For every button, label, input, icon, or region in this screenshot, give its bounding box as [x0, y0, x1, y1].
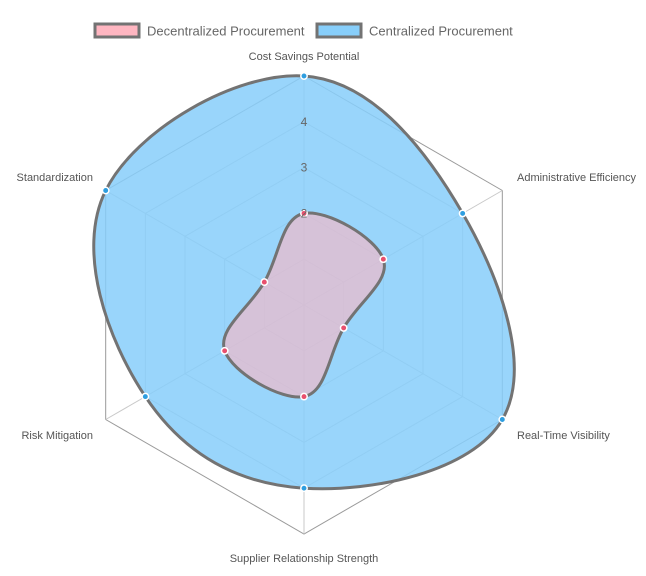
axis-label: Risk Mitigation — [21, 430, 93, 442]
data-point[interactable] — [141, 392, 150, 401]
data-point[interactable] — [300, 484, 308, 493]
data-point[interactable] — [458, 209, 467, 218]
legend-swatch — [93, 22, 141, 39]
series-1 — [220, 209, 388, 401]
axis-label: Cost Savings Potential — [249, 51, 360, 63]
data-point[interactable] — [379, 255, 388, 264]
axis-label: Standardization — [17, 172, 93, 184]
data-point[interactable] — [101, 186, 110, 195]
tick-label: 2 — [301, 206, 308, 220]
data-point[interactable] — [260, 278, 269, 287]
tick-label: 3 — [301, 161, 308, 175]
series-layer — [92, 72, 516, 493]
axis-label: Real-Time Visibility — [517, 430, 610, 442]
axis-label: Administrative Efficiency — [517, 172, 637, 184]
legend-label: Centralized Procurement — [369, 24, 513, 39]
legend: Decentralized Procurement Centralized Pro… — [93, 22, 513, 39]
data-point[interactable] — [220, 346, 229, 355]
tick-labels: 2 3 4 — [301, 115, 308, 221]
tick-label: 4 — [301, 115, 308, 129]
legend-swatch — [315, 22, 363, 39]
legend-item-2[interactable]: Centralized Procurement — [315, 22, 513, 39]
data-point[interactable] — [339, 323, 348, 332]
data-point[interactable] — [300, 209, 308, 218]
legend-item-1[interactable]: Decentralized Procurement — [93, 22, 305, 39]
data-point[interactable] — [300, 72, 308, 80]
data-point[interactable] — [300, 392, 308, 401]
axis-label: Supplier Relationship Strength — [230, 553, 379, 565]
data-point[interactable] — [498, 415, 507, 424]
axis-labels: Cost Savings Potential Administrative Eff… — [17, 51, 637, 565]
legend-label: Decentralized Procurement — [147, 24, 305, 39]
